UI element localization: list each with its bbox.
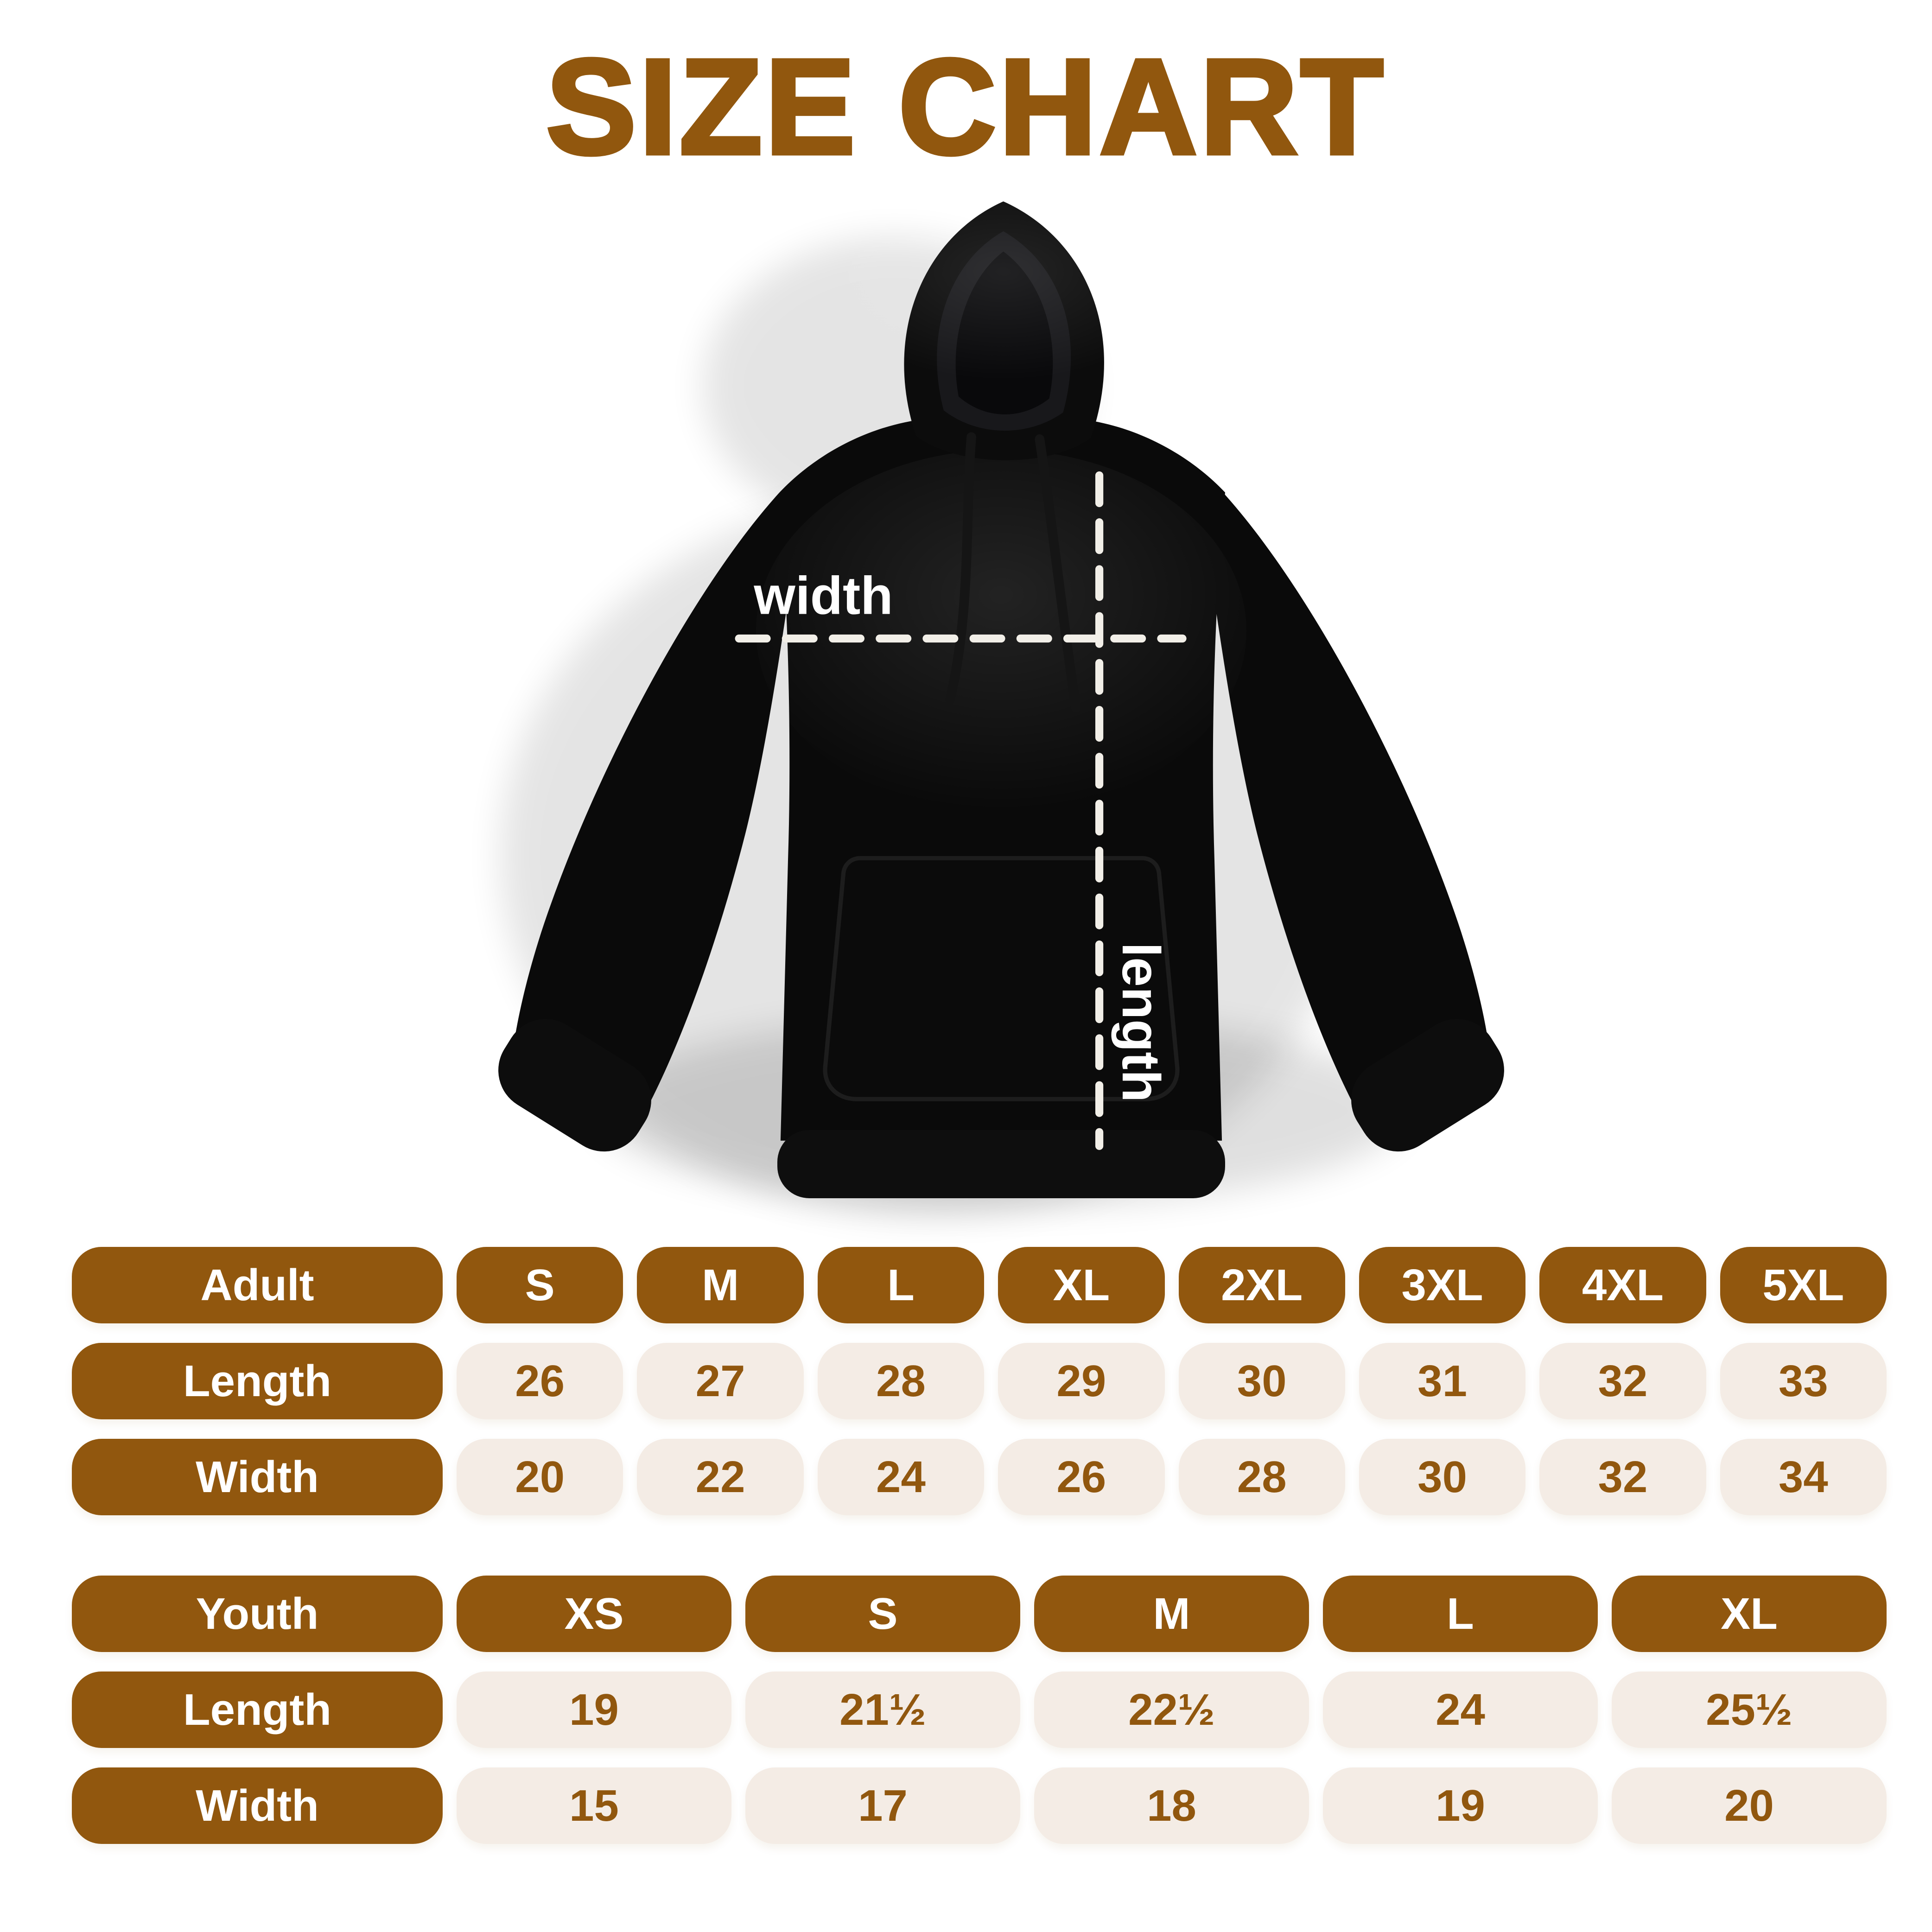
youth-length-value: 19 (457, 1671, 731, 1748)
adult-size-header: 2XL (1178, 1247, 1345, 1323)
youth-width-value: 17 (745, 1767, 1020, 1844)
adult-length-row: Length 26 27 28 29 30 31 32 33 (72, 1343, 1887, 1419)
adult-length-value: 27 (637, 1343, 804, 1419)
youth-length-label: Length (72, 1671, 443, 1748)
hoodie-body (756, 419, 1246, 1198)
youth-width-value: 15 (457, 1767, 731, 1844)
adult-length-value: 26 (457, 1343, 623, 1419)
left-cuff (498, 1019, 651, 1152)
hem-band (777, 1130, 1225, 1198)
youth-width-value: 20 (1612, 1767, 1887, 1844)
hoodie-illustration: width length (498, 199, 1504, 1218)
youth-size-header: XS (457, 1576, 731, 1652)
hoodie-hood (843, 199, 1163, 713)
youth-length-value: 24 (1323, 1671, 1598, 1748)
adult-width-value: 20 (457, 1439, 623, 1515)
youth-length-row: Length 19 21½ 22½ 24 25½ (72, 1671, 1887, 1748)
adult-width-row: Width 20 22 24 26 28 30 32 34 (72, 1439, 1887, 1515)
youth-width-label: Width (72, 1767, 443, 1844)
left-drawstring (945, 432, 976, 704)
youth-size-header: XL (1612, 1576, 1887, 1652)
adult-width-value: 28 (1178, 1439, 1345, 1515)
youth-table-title: Youth (72, 1576, 443, 1652)
adult-header-row: Adult S M L XL 2XL 3XL 4XL 5XL (72, 1247, 1887, 1323)
adult-length-value: 31 (1359, 1343, 1526, 1419)
youth-width-row: Width 15 17 18 19 20 (72, 1767, 1887, 1844)
adult-width-value: 26 (998, 1439, 1165, 1515)
adult-table-title: Adult (72, 1247, 443, 1323)
adult-length-value: 30 (1178, 1343, 1345, 1419)
measurement-guides: width length (735, 471, 1187, 1150)
youth-size-header: S (745, 1576, 1020, 1652)
adult-length-value: 29 (998, 1343, 1165, 1419)
adult-width-value: 34 (1720, 1439, 1887, 1515)
adult-width-value: 22 (637, 1439, 804, 1515)
page-title: SIZE CHART (544, 31, 1386, 182)
youth-length-value: 21½ (745, 1671, 1020, 1748)
tables-divider-space (72, 1535, 1887, 1576)
hoodie-sleeves (498, 492, 1504, 1152)
youth-width-value: 19 (1323, 1767, 1598, 1844)
hoodie-measurement-diagram: width length (468, 172, 1534, 1243)
adult-size-header: 3XL (1359, 1247, 1526, 1323)
adult-size-header: M (637, 1247, 804, 1323)
adult-width-value: 30 (1359, 1439, 1526, 1515)
youth-width-value: 18 (1034, 1767, 1309, 1844)
kangaroo-pocket (823, 856, 1180, 1101)
length-measure-label: length (1111, 942, 1170, 1102)
adult-length-value: 28 (817, 1343, 985, 1419)
right-drawstring (1035, 434, 1081, 713)
width-measure-label: width (753, 566, 893, 626)
youth-length-value: 22½ (1034, 1671, 1309, 1748)
adult-size-header: S (457, 1247, 623, 1323)
youth-size-header: L (1323, 1576, 1598, 1652)
youth-header-row: Youth XS S M L XL (72, 1576, 1887, 1652)
adult-width-label: Width (72, 1439, 443, 1515)
youth-length-value: 25½ (1612, 1671, 1887, 1748)
adult-length-value: 33 (1720, 1343, 1887, 1419)
right-cuff (1351, 1019, 1504, 1152)
adult-width-value: 32 (1539, 1439, 1706, 1515)
size-tables: Adult S M L XL 2XL 3XL 4XL 5XL Length 26… (72, 1247, 1887, 1863)
adult-length-label: Length (72, 1343, 443, 1419)
adult-length-value: 32 (1539, 1343, 1706, 1419)
adult-size-header: 4XL (1539, 1247, 1706, 1323)
adult-width-value: 24 (817, 1439, 985, 1515)
adult-size-header: XL (998, 1247, 1165, 1323)
youth-size-header: M (1034, 1576, 1309, 1652)
adult-size-header: 5XL (1720, 1247, 1887, 1323)
adult-size-header: L (817, 1247, 985, 1323)
